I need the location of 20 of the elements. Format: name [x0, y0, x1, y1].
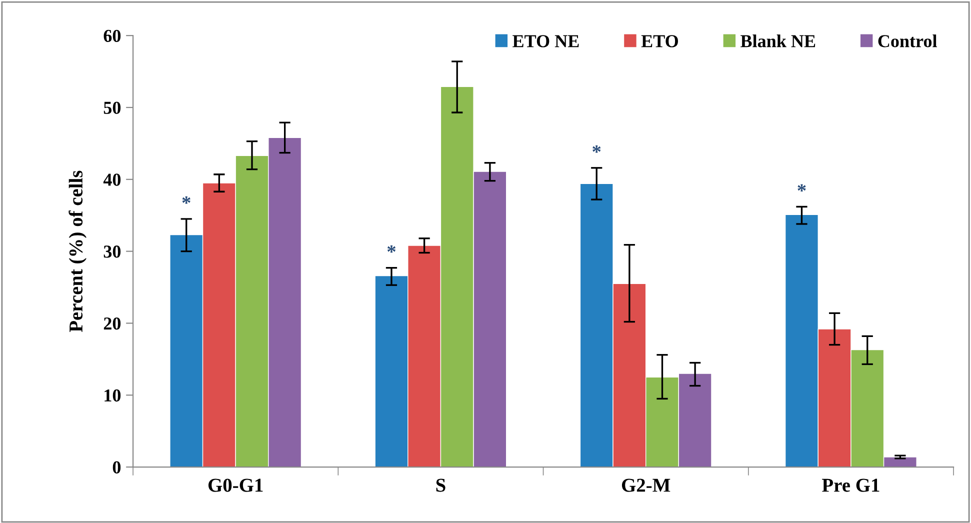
annotation: *	[182, 196, 190, 204]
annotation: *	[592, 145, 601, 153]
y-tick-label: 0	[112, 461, 121, 474]
annotation: *	[798, 184, 806, 192]
y-axis-title: Percent (%) of cells	[68, 170, 86, 332]
y-tick-label: 10	[104, 389, 121, 402]
x-tick-label: G2-M	[622, 478, 670, 492]
legend-label: ETO	[641, 35, 678, 48]
x-tick-label: S	[436, 478, 446, 492]
y-tick-label: 50	[104, 102, 121, 114]
annotation: *	[387, 245, 396, 253]
legend-label: Control	[878, 34, 937, 48]
x-tick-label: Pre G1	[822, 478, 880, 492]
legend-label: ETO NE	[512, 35, 579, 48]
legend-label: Blank NE	[740, 34, 816, 48]
x-tick-label: G0-G1	[208, 478, 263, 492]
y-tick-label: 30	[104, 246, 121, 258]
y-tick-label: 40	[103, 174, 121, 186]
y-tick-label: 20	[104, 317, 121, 330]
y-tick-label: 60	[104, 30, 121, 42]
